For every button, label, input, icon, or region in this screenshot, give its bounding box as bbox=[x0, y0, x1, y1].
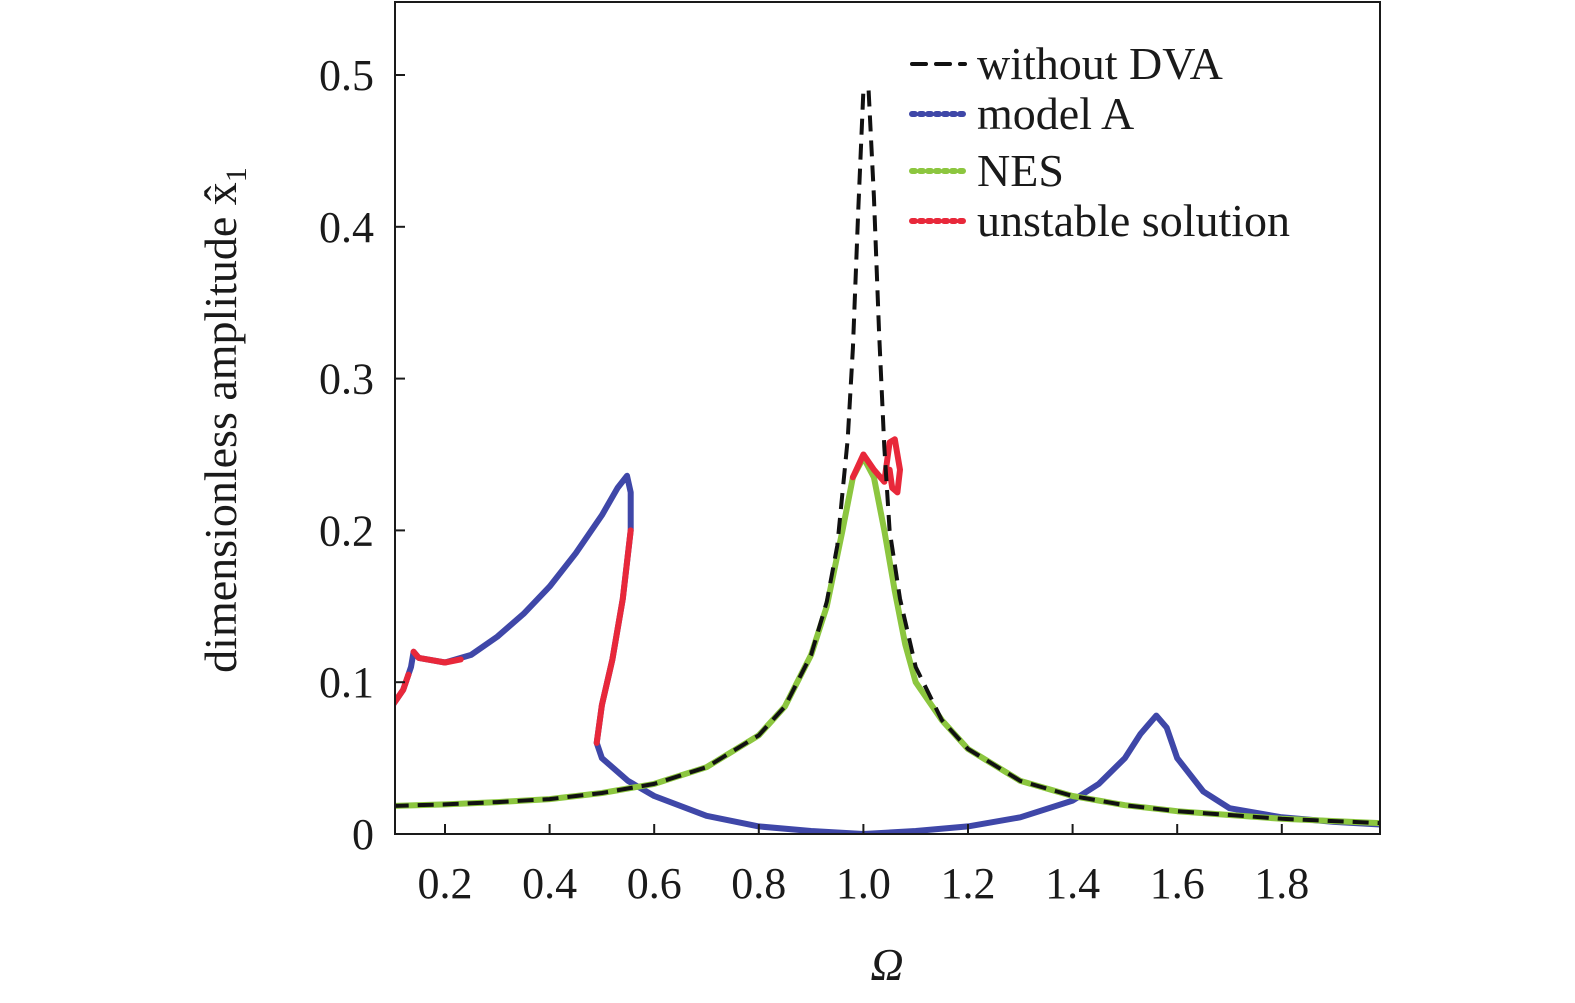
y-tick-label: 0.5 bbox=[319, 51, 374, 100]
x-tick-label: 1.2 bbox=[941, 859, 996, 908]
x-tick-label: 1.6 bbox=[1150, 859, 1205, 908]
series-model-a-line bbox=[395, 472, 1380, 834]
series-unstable-solution-line bbox=[410, 648, 464, 666]
x-axis-label: Ω bbox=[870, 939, 903, 990]
x-tick-label: 1.4 bbox=[1045, 859, 1100, 908]
y-axis-label-text: dimensionless amplitude x̂ bbox=[195, 182, 246, 673]
series-unstable-solution-line bbox=[593, 527, 634, 746]
plot-frame bbox=[394, 1, 1381, 835]
series-nes-line bbox=[395, 454, 1380, 827]
y-tick-label: 0.2 bbox=[319, 506, 374, 555]
series-unstable-solution-line bbox=[849, 436, 903, 496]
svg-text:dimensionless amplitude x̂1: dimensionless amplitude x̂1 bbox=[195, 167, 253, 673]
x-tick-label: 1.0 bbox=[836, 859, 891, 908]
x-tick-label: 0.2 bbox=[418, 859, 473, 908]
y-axis-label-subscript: 1 bbox=[220, 167, 253, 182]
y-tick-label: 0.4 bbox=[319, 203, 374, 252]
y-tick-label: 0.1 bbox=[319, 658, 374, 707]
legend-label: model A bbox=[977, 88, 1134, 139]
legend-label: without DVA bbox=[977, 38, 1223, 89]
x-tick-label: 0.6 bbox=[627, 859, 682, 908]
x-tick-label: 1.8 bbox=[1254, 859, 1309, 908]
series-without-dva-line bbox=[395, 88, 1380, 826]
y-tick-label: 0 bbox=[352, 810, 374, 859]
y-tick-label: 0.3 bbox=[319, 355, 374, 404]
legend-label: NES bbox=[977, 145, 1064, 196]
legend-label: unstable solution bbox=[977, 195, 1290, 246]
series-unstable-solution-line bbox=[395, 671, 412, 707]
x-tick-label: 0.8 bbox=[731, 859, 786, 908]
axis-ticks: 0.2 0.4 0.6 0.8 1.0 1.2 1.4 1.6 1.8 0 0.1 0.2 0.3 0.4… bbox=[319, 51, 1309, 908]
x-tick-label: 0.4 bbox=[522, 859, 577, 908]
y-axis-label: dimensionless amplitude x̂1 bbox=[195, 167, 253, 673]
plot-curves bbox=[395, 88, 1380, 834]
